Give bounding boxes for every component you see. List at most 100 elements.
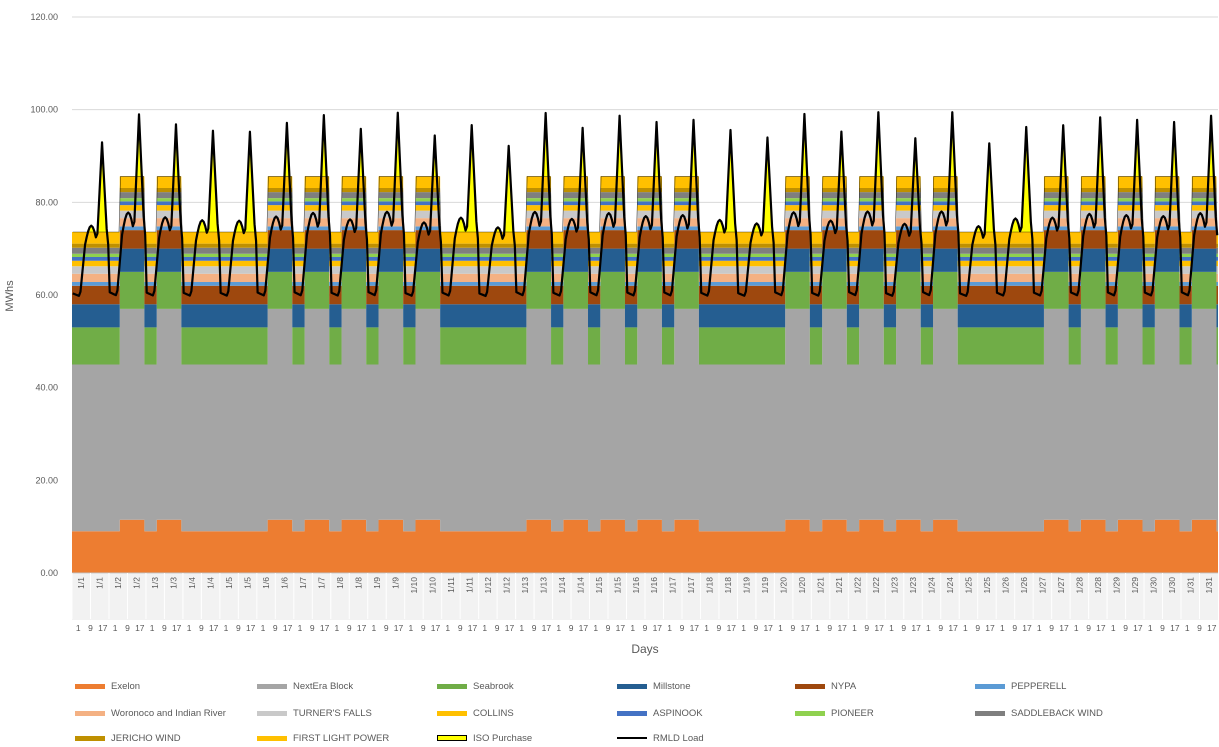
x-tick-label-day: 1/3 [169, 577, 179, 589]
x-tick-label-hour: 1 [815, 623, 820, 633]
x-tick-label-day: 1/1 [95, 577, 105, 589]
x-tick-label-day: 1/19 [760, 577, 770, 594]
x-tick-label-hour: 17 [431, 623, 441, 633]
legend-item-nypa: NYPA [795, 677, 856, 695]
legend-item-saddleback-wind: SADDLEBACK WIND [975, 704, 1103, 722]
x-tick-label-hour: 9 [606, 623, 611, 633]
x-tick-label-hour: 17 [1022, 623, 1032, 633]
x-tick-label-hour: 1 [926, 623, 931, 633]
legend-swatch [795, 710, 825, 716]
x-tick-label-day: 1/20 [797, 577, 807, 594]
x-tick-label-hour: 1 [224, 623, 229, 633]
x-tick-label-hour: 1 [372, 623, 377, 633]
x-tick-label-hour: 9 [1086, 623, 1091, 633]
x-tick-label-day: 1/1 [76, 577, 86, 589]
x-tick-label-hour: 1 [113, 623, 118, 633]
legend-label: COLLINS [473, 707, 514, 719]
x-tick-label-hour: 1 [741, 623, 746, 633]
y-tick-label: 60.00 [35, 290, 58, 300]
x-tick-label-hour: 9 [975, 623, 980, 633]
x-tick-label-day: 1/2 [113, 577, 123, 589]
area-turner-s-falls [72, 210, 1218, 274]
y-axis: 0.00 20.00 40.00 60.00 80.00 100.00 120.00 [30, 12, 58, 578]
x-tick-label-hour: 17 [1096, 623, 1106, 633]
area-seabrook [72, 271, 1218, 365]
x-tick-label-hour: 9 [236, 623, 241, 633]
x-tick-label-hour: 1 [1074, 623, 1079, 633]
x-tick-label-hour: 9 [347, 623, 352, 633]
x-tick-label-day: 1/24 [945, 577, 955, 594]
x-axis: 1/1 1/1 1/2 1/2 1/3 1/3 1/4 1/4 1/5 1/5 1/6 1/6 1/7 1… [71, 572, 1218, 633]
x-tick-label-hour: 1 [556, 623, 561, 633]
legend-swatch [257, 683, 287, 689]
x-tick-label-hour: 1 [1000, 623, 1005, 633]
x-tick-label-hour: 1 [76, 623, 81, 633]
legend-swatch [617, 737, 647, 739]
x-tick-label-hour: 17 [727, 623, 737, 633]
x-tick-label-day: 1/6 [280, 577, 290, 589]
y-tick-label: 0.00 [40, 568, 58, 578]
legend-label: FIRST LIGHT POWER [293, 732, 390, 744]
legend-item-turners-falls: TURNER'S FALLS [257, 704, 372, 722]
x-tick-label-hour: 17 [320, 623, 330, 633]
legend-item-pioneer: PIONEER [795, 704, 874, 722]
x-tick-label-hour: 17 [394, 623, 404, 633]
legend-swatch [617, 710, 647, 716]
x-tick-label-day: 1/30 [1148, 577, 1158, 594]
legend-item-aspinook: ASPINOOK [617, 704, 703, 722]
x-tick-label-hour: 9 [88, 623, 93, 633]
x-tick-label-hour: 9 [199, 623, 204, 633]
x-tick-label-hour: 17 [542, 623, 552, 633]
x-tick-label-hour: 1 [519, 623, 524, 633]
x-tick-label-day: 1/7 [298, 577, 308, 589]
x-tick-label-day: 1/17 [686, 577, 696, 594]
legend-item-collins: COLLINS [437, 704, 514, 722]
x-tick-label-hour: 9 [643, 623, 648, 633]
x-tick-label-hour: 17 [800, 623, 810, 633]
x-tick-label-hour: 9 [680, 623, 685, 633]
x-tick-label-hour: 1 [1111, 623, 1116, 633]
x-tick-label-day: 1/12 [501, 577, 511, 594]
x-tick-label-hour: 9 [1049, 623, 1054, 633]
x-tick-label-day: 1/28 [1074, 577, 1084, 594]
rmld-load-line [72, 111, 1219, 298]
legend-label: ASPINOOK [653, 707, 703, 719]
x-tick-label-hour: 9 [421, 623, 426, 633]
x-tick-label-hour: 17 [911, 623, 921, 633]
x-tick-label-day: 1/21 [834, 577, 844, 594]
x-tick-label-day: 1/24 [927, 577, 937, 594]
x-tick-label-hour: 17 [246, 623, 256, 633]
legend-item-millstone: Millstone [617, 677, 691, 695]
legend-swatch [75, 735, 105, 741]
x-tick-label-hour: 1 [187, 623, 192, 633]
x-tick-label-day: 1/4 [206, 577, 216, 589]
x-tick-label-hour: 9 [938, 623, 943, 633]
legend-item-seabrook: Seabrook [437, 677, 514, 695]
y-tick-label: 80.00 [35, 197, 58, 207]
x-tick-label-day: 1/27 [1056, 577, 1066, 594]
legend-swatch [975, 710, 1005, 716]
x-tick-label-hour: 9 [864, 623, 869, 633]
legend-label: Millstone [653, 680, 691, 692]
x-tick-label-hour: 17 [837, 623, 847, 633]
x-tick-label-hour: 1 [261, 623, 266, 633]
x-tick-label-hour: 17 [874, 623, 884, 633]
x-tick-label-day: 1/31 [1204, 577, 1214, 594]
x-tick-label-day: 1/17 [668, 577, 678, 594]
iso-purchase-edges [72, 176, 1218, 233]
legend-item-nextera-block: NextEra Block [257, 677, 353, 695]
x-tick-label-day: 1/20 [779, 577, 789, 594]
x-tick-label-hour: 1 [778, 623, 783, 633]
x-tick-label-day: 1/8 [335, 577, 345, 589]
x-tick-label-day: 1/26 [1019, 577, 1029, 594]
x-tick-label-hour: 1 [704, 623, 709, 633]
x-tick-label-day: 1/25 [982, 577, 992, 594]
x-tick-label-day: 1/23 [908, 577, 918, 594]
x-tick-label-hour: 9 [458, 623, 463, 633]
legend-label: Seabrook [473, 680, 514, 692]
x-tick-label-day: 1/7 [317, 577, 327, 589]
x-tick-label-hour: 1 [1148, 623, 1153, 633]
x-tick-label-day: 1/22 [871, 577, 881, 594]
x-tick-label-day: 1/25 [964, 577, 974, 594]
x-tick-label-hour: 1 [150, 623, 155, 633]
